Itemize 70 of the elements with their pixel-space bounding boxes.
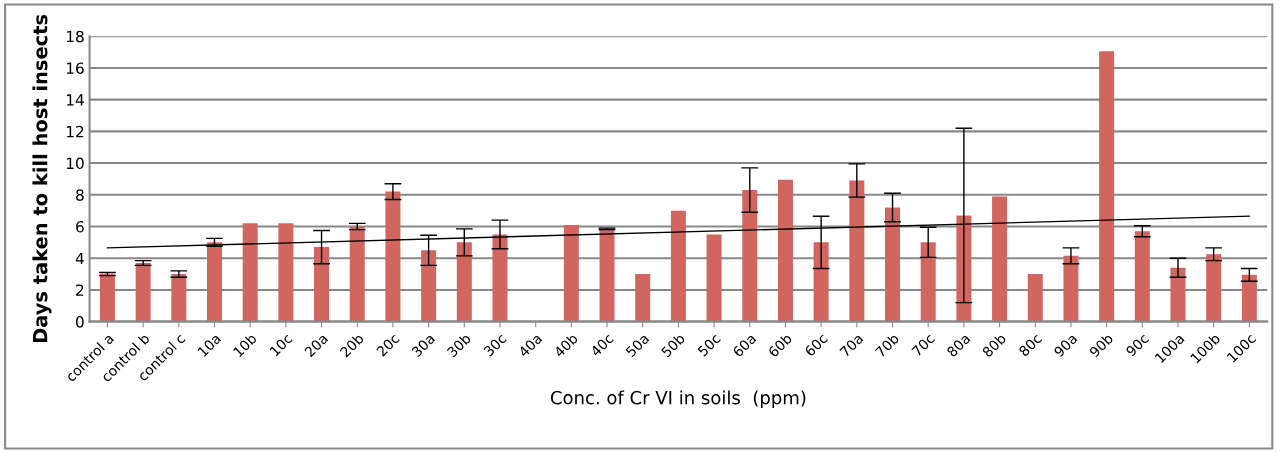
bar [1241,274,1257,322]
x-tick-label: 20c [375,332,400,357]
y-tick-label: 4 [75,252,84,265]
x-tick-label: 90c [1125,332,1150,357]
bar [1206,254,1222,322]
bar [706,234,722,322]
bar [599,228,615,322]
x-tick-label: 70c [911,332,936,357]
y-tick-label: 14 [66,94,84,106]
x-tick-label: 20a [303,333,329,358]
y-tick-label: 0 [76,316,84,328]
bar [135,262,151,322]
bar [885,207,900,322]
y-tick-label: 10 [66,157,84,170]
x-tick-label: 30b [446,332,472,358]
bar [421,250,437,322]
x-tick-label: 70b [874,332,900,358]
x-tick-label: 80b [981,332,1007,358]
bar [1027,274,1043,322]
x-tick-label: 80a [946,333,971,358]
bar [278,223,294,322]
bar [992,196,1008,322]
x-tick-label: 60a [732,333,757,358]
bar [849,180,865,322]
y-axis-title: Days taken to kill host insects [32,14,52,343]
x-tick-label: 40a [517,333,543,358]
bar [456,242,472,322]
x-tick-label: 40c [589,332,615,358]
x-tick-label: 60c [804,332,829,357]
bar [1134,231,1150,322]
x-tick-label: 90b [1088,332,1114,358]
y-tick-label: 12 [66,125,84,138]
y-tick-label: 18 [66,30,84,43]
bar [1099,51,1115,322]
bar [242,223,258,322]
bar [813,242,829,322]
y-tick-label: 6 [76,220,84,233]
x-tick-label: 80c [1018,332,1043,357]
x-tick-label: 10a [197,333,222,358]
x-axis-title: Conc. of Cr VI in soils (ppm) [550,390,806,408]
bar [563,224,579,322]
x-tick-label: 40b [553,332,579,358]
bar [1063,255,1079,322]
x-tick-label: 10b [232,332,258,358]
bar [314,247,330,322]
bar [670,210,686,322]
y-tick-label: 8 [76,189,84,201]
bar [171,274,187,322]
bar [1170,267,1186,322]
x-tick-label: 50c [697,332,722,357]
bar [635,274,651,322]
x-tick-label: 50b [660,332,686,358]
y-tick-label: 2 [76,284,84,296]
x-tick-label: 20b [339,332,365,358]
x-tick-label: 10c [269,332,293,357]
x-tick-label: 50a [625,333,650,358]
bar [385,191,401,322]
x-tick-label: 90a [1053,333,1078,358]
x-tick-label: 60b [767,332,793,358]
x-tick-label: 30c [483,332,507,357]
y-tick-label: 16 [66,62,84,74]
bar [920,242,936,322]
bar [99,274,115,322]
bar [492,234,508,322]
bar [349,226,365,322]
bar [777,179,793,322]
x-tick-label: 70a [839,333,864,358]
bar [207,242,222,322]
bar [742,190,758,322]
x-tick-label: 30a [411,333,436,358]
